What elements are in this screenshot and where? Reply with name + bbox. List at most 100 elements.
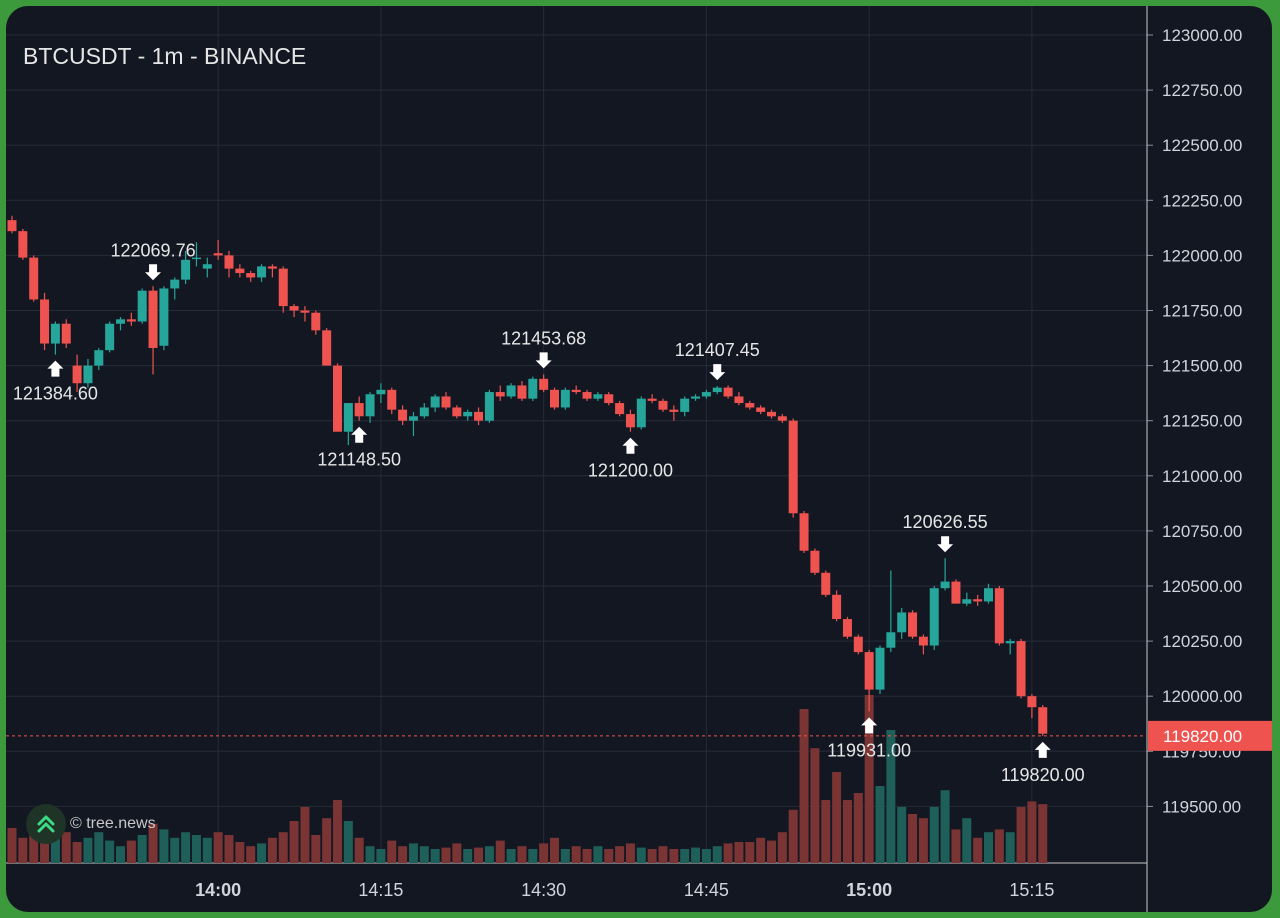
candle-body[interactable] — [50, 323, 60, 344]
candle-body[interactable] — [322, 330, 332, 366]
candle-body[interactable] — [1016, 641, 1026, 697]
candle-body[interactable] — [484, 392, 494, 421]
candle-body[interactable] — [582, 392, 592, 399]
candle-body[interactable] — [908, 612, 918, 637]
candle-body[interactable] — [257, 266, 267, 278]
candle-body[interactable] — [83, 365, 93, 384]
candle-body[interactable] — [539, 378, 549, 390]
candle-body[interactable] — [723, 387, 733, 397]
candle-body[interactable] — [506, 385, 516, 397]
candle-body[interactable] — [669, 409, 679, 412]
candle-body[interactable] — [929, 588, 939, 646]
candle-body[interactable] — [615, 403, 625, 415]
candle-body[interactable] — [625, 414, 635, 428]
candle-body[interactable] — [365, 394, 375, 417]
candle-body[interactable] — [387, 389, 397, 410]
candle-body[interactable] — [61, 323, 71, 344]
candle-body[interactable] — [875, 647, 885, 690]
candle-body[interactable] — [267, 266, 277, 269]
candle-body[interactable] — [278, 268, 288, 307]
candle-body[interactable] — [116, 319, 125, 324]
candle-body[interactable] — [864, 652, 874, 690]
candle-body[interactable] — [441, 396, 451, 408]
candle-body[interactable] — [398, 409, 408, 421]
candle-body[interactable] — [29, 257, 39, 300]
candle-body[interactable] — [821, 572, 831, 595]
candle-body[interactable] — [832, 594, 842, 620]
candle-body[interactable] — [126, 319, 136, 322]
candlestick-chart[interactable]: 123000.00 122750.00 122500.00 122250.00 1220… — [6, 6, 1272, 912]
candle-body[interactable] — [994, 588, 1004, 644]
candle-body[interactable] — [734, 396, 744, 404]
candle-body[interactable] — [571, 389, 581, 393]
volume-bar — [767, 840, 776, 863]
candle-body[interactable] — [777, 416, 787, 421]
candle-body[interactable] — [788, 420, 798, 514]
arrow-down-icon — [709, 364, 726, 381]
candle-body[interactable] — [712, 387, 722, 393]
candle-body[interactable] — [897, 612, 907, 633]
candle-body[interactable] — [408, 416, 418, 421]
candle-body[interactable] — [235, 268, 245, 274]
candle-body[interactable] — [973, 599, 983, 602]
candle-body[interactable] — [18, 231, 28, 258]
candle-body[interactable] — [213, 253, 223, 256]
candle-body[interactable] — [962, 599, 972, 604]
candle-body[interactable] — [72, 365, 82, 384]
candle-body[interactable] — [452, 407, 462, 417]
candle-body[interactable] — [940, 581, 950, 589]
candle-body[interactable] — [636, 398, 646, 428]
candle-body[interactable] — [560, 389, 570, 408]
candle-body[interactable] — [289, 306, 299, 311]
candle-body[interactable] — [159, 288, 169, 346]
candle-body[interactable] — [886, 632, 896, 648]
candle-body[interactable] — [658, 400, 668, 410]
candle-body[interactable] — [224, 255, 234, 269]
candle-body[interactable] — [311, 312, 321, 331]
candle-body[interactable] — [604, 394, 614, 404]
candle-body[interactable] — [40, 299, 50, 344]
candle-body[interactable] — [951, 581, 961, 604]
candle-body[interactable] — [148, 290, 158, 348]
candle-body[interactable] — [419, 407, 429, 417]
candle-body[interactable] — [528, 378, 538, 399]
candle-body[interactable] — [246, 273, 256, 278]
candle-body[interactable] — [430, 396, 440, 408]
candle-body[interactable] — [680, 398, 690, 412]
candle-body[interactable] — [691, 396, 701, 399]
candle-body[interactable] — [474, 411, 484, 421]
candle-body[interactable] — [1038, 707, 1048, 734]
candle-body[interactable] — [333, 365, 342, 432]
candle-body[interactable] — [137, 290, 147, 322]
candle-body[interactable] — [300, 310, 310, 313]
candle-body[interactable] — [550, 389, 559, 408]
candle-body[interactable] — [647, 398, 657, 401]
candle-body[interactable] — [701, 392, 711, 397]
candle-body[interactable] — [1005, 641, 1015, 644]
candle-body[interactable] — [593, 394, 603, 399]
candle-body[interactable] — [918, 636, 928, 646]
candle-body[interactable] — [984, 588, 993, 602]
candle-body[interactable] — [343, 403, 353, 432]
candle-body[interactable] — [495, 392, 505, 397]
candle-body[interactable] — [853, 636, 863, 653]
candle-body[interactable] — [94, 350, 104, 366]
candle-body[interactable] — [799, 513, 809, 551]
candle-body[interactable] — [170, 279, 180, 289]
candle-body[interactable] — [517, 385, 527, 399]
candle-body[interactable] — [1027, 696, 1037, 708]
candle-body[interactable] — [767, 411, 776, 417]
volume-bar — [311, 835, 321, 863]
candle-body[interactable] — [810, 550, 820, 573]
candle-body[interactable] — [354, 403, 364, 417]
candle-body[interactable] — [105, 323, 115, 351]
candle-body[interactable] — [191, 257, 201, 260]
candle-body[interactable] — [376, 389, 386, 395]
candle-body[interactable] — [7, 220, 17, 232]
candle-body[interactable] — [202, 264, 212, 269]
candle-body[interactable] — [463, 411, 473, 417]
candle-body[interactable] — [181, 259, 191, 280]
candle-body[interactable] — [756, 407, 766, 412]
candle-body[interactable] — [745, 403, 755, 408]
candle-body[interactable] — [842, 619, 852, 637]
